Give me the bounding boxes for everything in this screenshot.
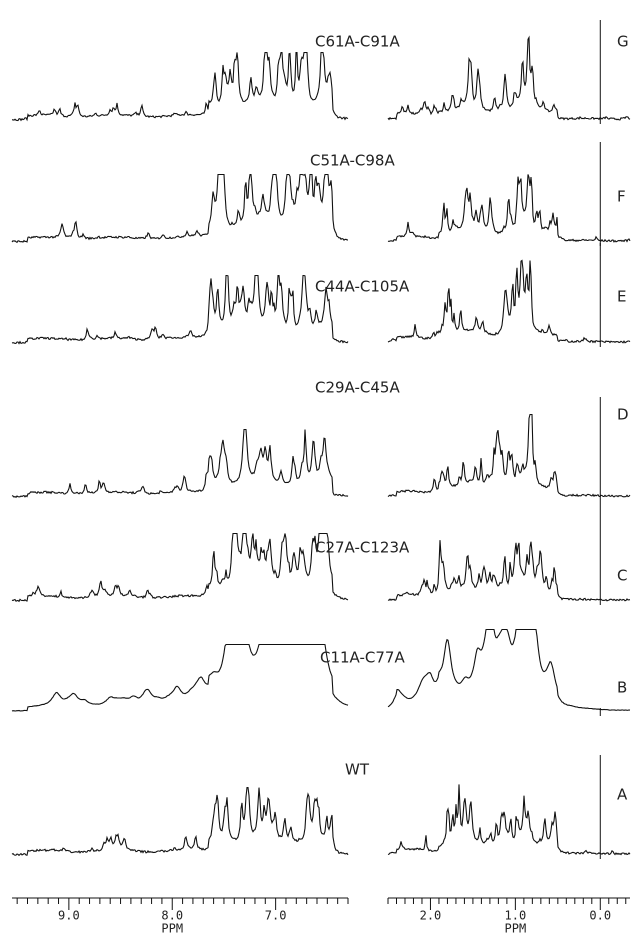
- spectrum-trace: [11, 643, 349, 712]
- panel-label: C44A-C105A: [315, 278, 410, 296]
- tick-label: 9.0: [58, 909, 80, 923]
- panel-letter: F: [617, 188, 626, 206]
- spectrum-trace: [387, 540, 631, 602]
- panel-label: C11A-C77A: [320, 649, 405, 667]
- tick-label: 1.0: [505, 909, 527, 923]
- spectrum-trace: [387, 174, 631, 243]
- tick-label: 7.0: [265, 909, 287, 923]
- panel-letter: A: [617, 786, 628, 804]
- spectrum-trace: [387, 628, 631, 711]
- panel-label: C51A-C98A: [310, 152, 395, 170]
- panel-letter: B: [617, 679, 627, 697]
- spectrum-trace: [11, 532, 349, 603]
- tick-label: 8.0: [161, 909, 183, 923]
- labels: C61A-C91A G C51A-C98A F C44A-C105A E C29A-C45A…: [310, 33, 629, 804]
- spectrum-trace: [387, 784, 631, 856]
- tick-label: 2.0: [420, 909, 442, 923]
- panel-letter: C: [617, 567, 627, 585]
- spectrum-trace: [11, 428, 349, 499]
- panel-letter: D: [617, 406, 629, 424]
- axes: 9.0 8.0 7.0 PPM 2.0 1.0 0.0 PPM: [12, 897, 630, 936]
- spectrum-trace: [387, 259, 631, 344]
- tick-label: 0.0: [589, 909, 611, 923]
- axis-label: PPM: [161, 922, 183, 936]
- spectrum-trace: [387, 35, 631, 121]
- spectrum-trace: [11, 786, 349, 857]
- spectra: [11, 20, 631, 859]
- panel-letter: E: [617, 288, 626, 306]
- axis-label: PPM: [505, 922, 527, 936]
- panel-label: C27A-C123A: [315, 539, 410, 557]
- panel-label: WT: [345, 761, 370, 779]
- panel-letter: G: [617, 33, 629, 51]
- spectrum-trace: [11, 173, 348, 244]
- spectrum-trace: [12, 51, 349, 122]
- panel-label: C61A-C91A: [315, 33, 400, 51]
- panel-label: C29A-C45A: [315, 379, 400, 397]
- spectrum-trace: [11, 274, 349, 345]
- spectrum-trace: [387, 413, 631, 498]
